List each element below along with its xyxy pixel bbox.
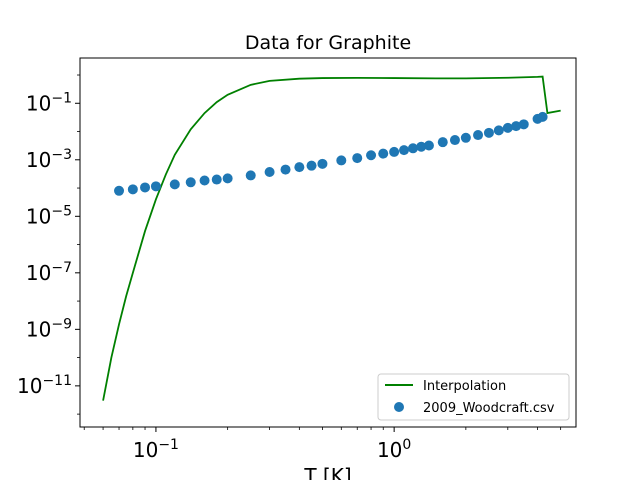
data-point xyxy=(437,137,448,148)
data-point xyxy=(199,175,210,186)
data-point xyxy=(518,119,529,130)
data-point xyxy=(222,173,233,184)
data-point xyxy=(336,155,347,166)
data-point xyxy=(423,140,434,151)
axes-frame xyxy=(79,57,577,428)
data-point xyxy=(294,162,305,173)
y-tick-label: 10−5 xyxy=(26,203,72,228)
data-point xyxy=(511,121,522,132)
data-point xyxy=(366,150,377,161)
y-tick-label: 10−7 xyxy=(26,260,72,285)
data-point xyxy=(416,141,427,152)
x-tick-label: 10−1 xyxy=(133,437,179,462)
data-point xyxy=(264,166,275,177)
data-point xyxy=(483,127,494,138)
legend-box xyxy=(377,373,570,421)
data-point xyxy=(211,174,222,185)
legend-dot-marker xyxy=(394,402,404,412)
data-point xyxy=(473,130,484,141)
data-point xyxy=(127,184,138,195)
data-point xyxy=(352,153,363,164)
data-point xyxy=(169,179,180,190)
y-tick-label: 10−9 xyxy=(26,316,72,341)
data-point xyxy=(493,125,504,136)
data-point xyxy=(378,148,389,159)
data-point xyxy=(460,132,471,143)
data-point xyxy=(502,122,513,133)
data-point xyxy=(317,158,328,169)
data-point xyxy=(280,164,291,175)
axis-ticks: 10−1 100 10−11 10−9 10−7 10−5 10−3 10−1 xyxy=(17,74,562,462)
data-point xyxy=(185,177,196,188)
data-point xyxy=(408,143,418,154)
data-point xyxy=(150,181,161,192)
chart-title: Data for Graphite xyxy=(245,32,411,54)
data-point xyxy=(449,135,460,146)
legend-label-interpolation: Interpolation xyxy=(423,379,506,394)
data-point xyxy=(140,182,151,193)
y-tick-label: 10−11 xyxy=(17,373,72,398)
series-line-interpolation xyxy=(102,75,561,401)
data-point xyxy=(114,185,125,196)
legend: Interpolation 2009_Woodcraft.csv xyxy=(377,373,570,421)
y-tick-label: 10−1 xyxy=(26,90,72,115)
data-point xyxy=(389,146,400,157)
data-point xyxy=(537,111,548,122)
legend-label-woodcraft: 2009_Woodcraft.csv xyxy=(423,401,555,416)
y-tick-label: 10−3 xyxy=(26,147,72,172)
data-point xyxy=(245,170,256,181)
plot-area xyxy=(102,75,561,401)
x-tick-label: 100 xyxy=(377,437,411,462)
x-axis-label: T [K] xyxy=(303,464,351,480)
data-point xyxy=(306,160,317,171)
data-point xyxy=(399,145,409,156)
